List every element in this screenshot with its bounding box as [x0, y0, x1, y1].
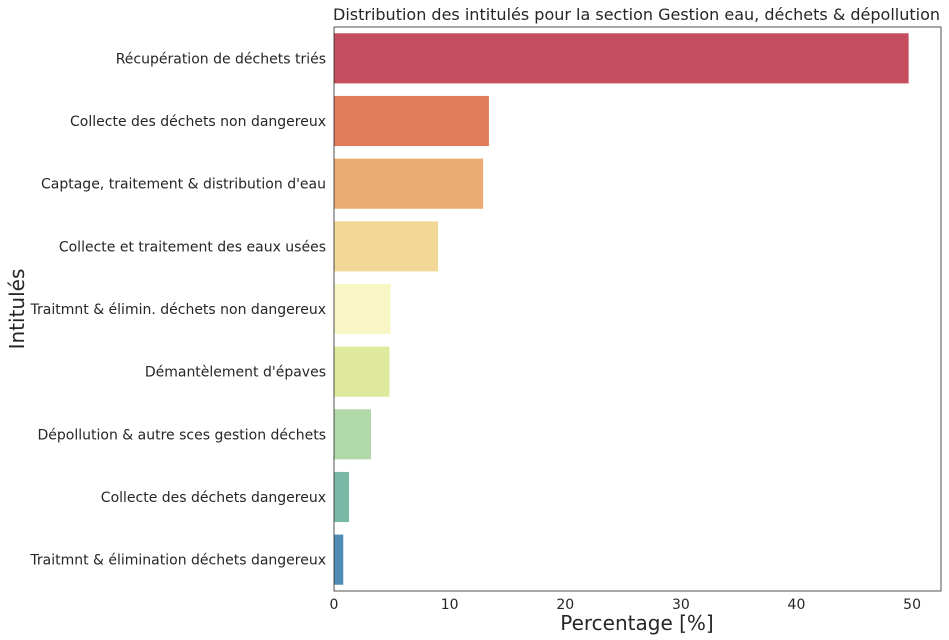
category-labels: Récupération de déchets triés Collecte de… [29, 51, 326, 568]
plot-frame [333, 26, 942, 592]
category-label-2: Captage, traitement & distribution d'eau [41, 177, 326, 193]
bar-0 [334, 33, 909, 84]
category-label-0: Récupération de déchets triés [116, 51, 326, 67]
bar-3 [334, 221, 439, 272]
bar-1 [334, 95, 489, 147]
x-axis-label: Percentage [%] [560, 611, 713, 635]
bar-5 [334, 346, 390, 397]
x-ticks: 0 10 20 30 40 50 [330, 597, 921, 613]
category-label-8: Traitmnt & élimination déchets dangereux [29, 553, 326, 569]
x-tick-label-2: 20 [556, 597, 574, 613]
chart-title: Distribution des intitulés pour la secti… [333, 5, 940, 24]
x-tick-label-3: 30 [672, 597, 690, 613]
category-label-1: Collecte des déchets non dangereux [70, 114, 326, 130]
x-tick-label-1: 10 [441, 597, 459, 613]
y-axis-label: Intitulés [5, 269, 29, 350]
bar-8 [334, 534, 344, 585]
bar-4 [334, 283, 391, 335]
category-label-7: Collecte des déchets dangereux [101, 490, 326, 506]
category-label-4: Traitmnt & élimin. déchets non dangereux [30, 302, 326, 318]
bar-6 [334, 409, 371, 460]
x-tick-label-4: 40 [788, 597, 806, 613]
bars-layer [334, 33, 909, 585]
category-label-5: Démantèlement d'épaves [145, 365, 326, 381]
category-label-6: Dépollution & autre sces gestion déchets [38, 427, 326, 443]
category-label-3: Collecte et traitement des eaux usées [59, 239, 326, 255]
x-tick-label-0: 0 [330, 597, 339, 613]
x-tick-label-5: 50 [903, 597, 921, 613]
bar-7 [334, 471, 350, 523]
bar-2 [334, 158, 484, 209]
